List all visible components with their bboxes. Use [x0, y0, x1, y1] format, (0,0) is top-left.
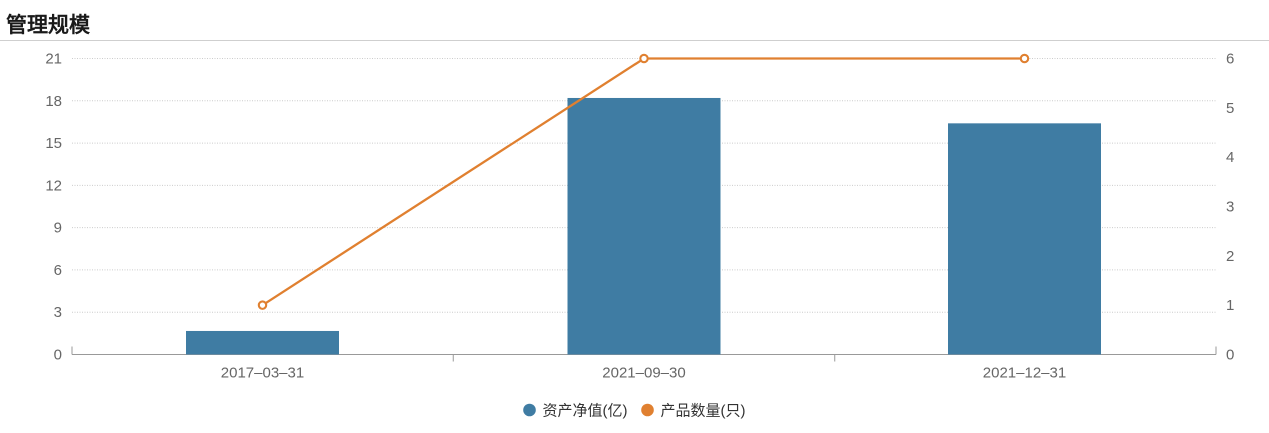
svg-text:6: 6 [1226, 51, 1234, 68]
svg-text:4: 4 [1226, 149, 1234, 166]
svg-text:0: 0 [1226, 347, 1234, 364]
svg-text:12: 12 [45, 177, 62, 194]
svg-text:3: 3 [1226, 199, 1234, 216]
svg-text:15: 15 [45, 135, 62, 152]
svg-text:1: 1 [1226, 297, 1234, 314]
svg-text:18: 18 [45, 93, 62, 110]
svg-text:3: 3 [54, 304, 62, 321]
svg-text:2017–03–31: 2017–03–31 [221, 365, 304, 382]
svg-text:9: 9 [54, 220, 62, 237]
svg-text:21: 21 [45, 51, 62, 68]
svg-text:5: 5 [1226, 100, 1234, 117]
svg-text:2021–09–30: 2021–09–30 [602, 365, 685, 382]
svg-text:6: 6 [54, 262, 62, 279]
svg-text:资产净值(亿): 资产净值(亿) [543, 403, 628, 420]
svg-text:2: 2 [1226, 248, 1234, 265]
svg-text:0: 0 [54, 347, 62, 364]
svg-text:产品数量(只): 产品数量(只) [661, 403, 746, 420]
svg-text:2021–12–31: 2021–12–31 [983, 365, 1066, 382]
